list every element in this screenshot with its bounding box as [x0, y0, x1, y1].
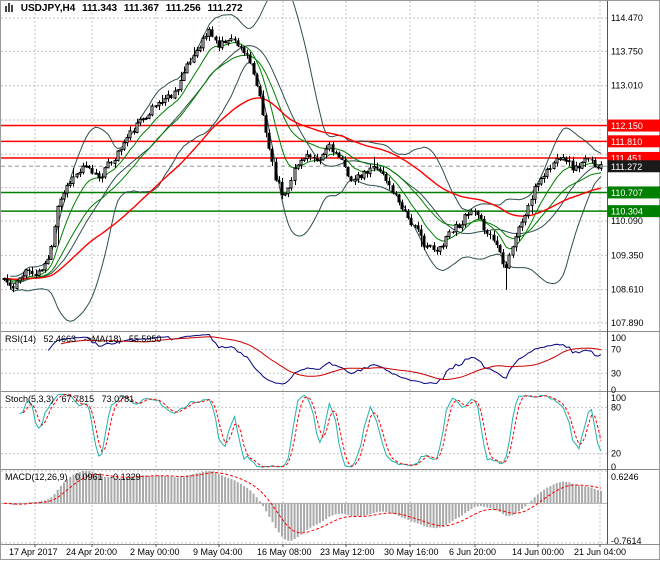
svg-text:108.610: 108.610 [611, 285, 644, 295]
svg-text:109.350: 109.350 [611, 250, 644, 260]
rsi-panel [47, 333, 602, 385]
svg-text:30: 30 [611, 368, 621, 378]
price-axis: 114.470 113.750 113.010 110.090 109.350 108.6… [611, 13, 644, 546]
macd-panel [1, 471, 607, 541]
svg-text:113.010: 113.010 [611, 81, 643, 91]
svg-text:23 May 12:00: 23 May 12:00 [320, 547, 375, 557]
panel-borders [1, 1, 660, 547]
svg-text:21 Jun 04:00: 21 Jun 04:00 [574, 547, 626, 557]
svg-text:111.272: 111.272 [611, 162, 642, 172]
svg-text:30 May 16:00: 30 May 16:00 [384, 547, 439, 557]
svg-text:70: 70 [611, 345, 621, 355]
svg-text:110.304: 110.304 [611, 207, 643, 217]
svg-text:110.707: 110.707 [611, 188, 643, 198]
price-level-badges[interactable]: 112.150 111.810 111.451 110.707 110.304 111.2… [608, 119, 660, 218]
svg-text:114.470: 114.470 [611, 13, 643, 23]
candles [2, 26, 603, 293]
svg-text:100: 100 [611, 333, 626, 343]
svg-text:107.890: 107.890 [611, 318, 644, 328]
svg-text:0: 0 [611, 385, 616, 395]
svg-text:2 May 00:00: 2 May 00:00 [130, 547, 180, 557]
time-axis: 17 Apr 2017 24 Apr 20:00 2 May 00:00 9 May … [9, 547, 626, 557]
svg-text:113.750: 113.750 [611, 46, 643, 56]
svg-text:110.090: 110.090 [611, 216, 643, 226]
svg-text:0.6246: 0.6246 [611, 472, 639, 482]
svg-text:20: 20 [611, 449, 621, 459]
svg-text:80: 80 [611, 402, 621, 412]
svg-text:9 May 04:00: 9 May 04:00 [193, 547, 243, 557]
stoch-panel [19, 393, 602, 468]
svg-text:112.150: 112.150 [611, 121, 643, 131]
svg-text:14 Jun 00:00: 14 Jun 00:00 [512, 547, 564, 557]
svg-text:6 Jun 20:00: 6 Jun 20:00 [449, 547, 496, 557]
svg-text:0: 0 [611, 462, 616, 472]
svg-text:-0.7614: -0.7614 [611, 536, 642, 546]
svg-text:100: 100 [611, 393, 626, 403]
svg-text:111.810: 111.810 [611, 137, 642, 147]
svg-text:111.451: 111.451 [611, 153, 642, 163]
svg-text:24 Apr 20:00: 24 Apr 20:00 [66, 547, 117, 557]
svg-text:16 May 08:00: 16 May 08:00 [257, 547, 312, 557]
grid-lines [1, 1, 607, 544]
svg-text:17 Apr 2017: 17 Apr 2017 [9, 547, 58, 557]
